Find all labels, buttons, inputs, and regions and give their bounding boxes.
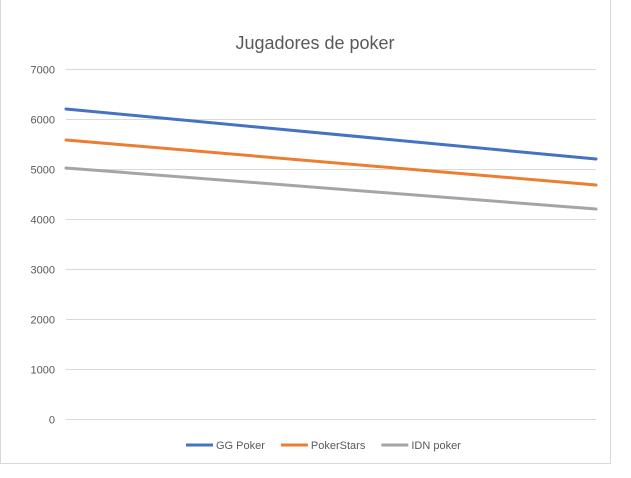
y-axis-tick-labels: 0 1000 2000 3000 4000 5000 6000 7000 [31, 65, 55, 427]
series-line-pokerstars [64, 138, 598, 187]
legend-item-idn-poker: IDN poker [381, 440, 461, 452]
chart-background [0, 0, 611, 464]
y-tick-label-2000: 2000 [31, 315, 55, 327]
chart-title: Jugadores de poker [235, 33, 394, 53]
y-tick-label-3000: 3000 [31, 265, 55, 277]
y-tick-label-6000: 6000 [31, 115, 55, 127]
series-line-gg-poker [64, 107, 598, 161]
y-tick-label-1000: 1000 [31, 365, 55, 377]
legend-label: IDN poker [411, 440, 461, 452]
legend-item-gg-poker: GG Poker [186, 440, 265, 452]
legend-label: PokerStars [311, 440, 366, 452]
series-lines [64, 107, 598, 211]
y-tick-label-0: 0 [49, 415, 55, 427]
gridlines [66, 69, 596, 420]
y-tick-label-5000: 5000 [31, 165, 55, 177]
legend-item-pokerstars: PokerStars [280, 440, 366, 452]
series-line-idn-poker [64, 166, 598, 211]
line-chart: Jugadores de poker 0 1000 2000 3000 4000 5000… [0, 0, 611, 464]
y-tick-label-4000: 4000 [31, 215, 55, 227]
legend: GG Poker PokerStars IDN poker [186, 440, 461, 452]
chart-frame: Jugadores de poker 0 1000 2000 3000 4000 5000… [0, 0, 611, 464]
legend-label: GG Poker [216, 440, 265, 452]
y-tick-label-7000: 7000 [31, 65, 55, 77]
